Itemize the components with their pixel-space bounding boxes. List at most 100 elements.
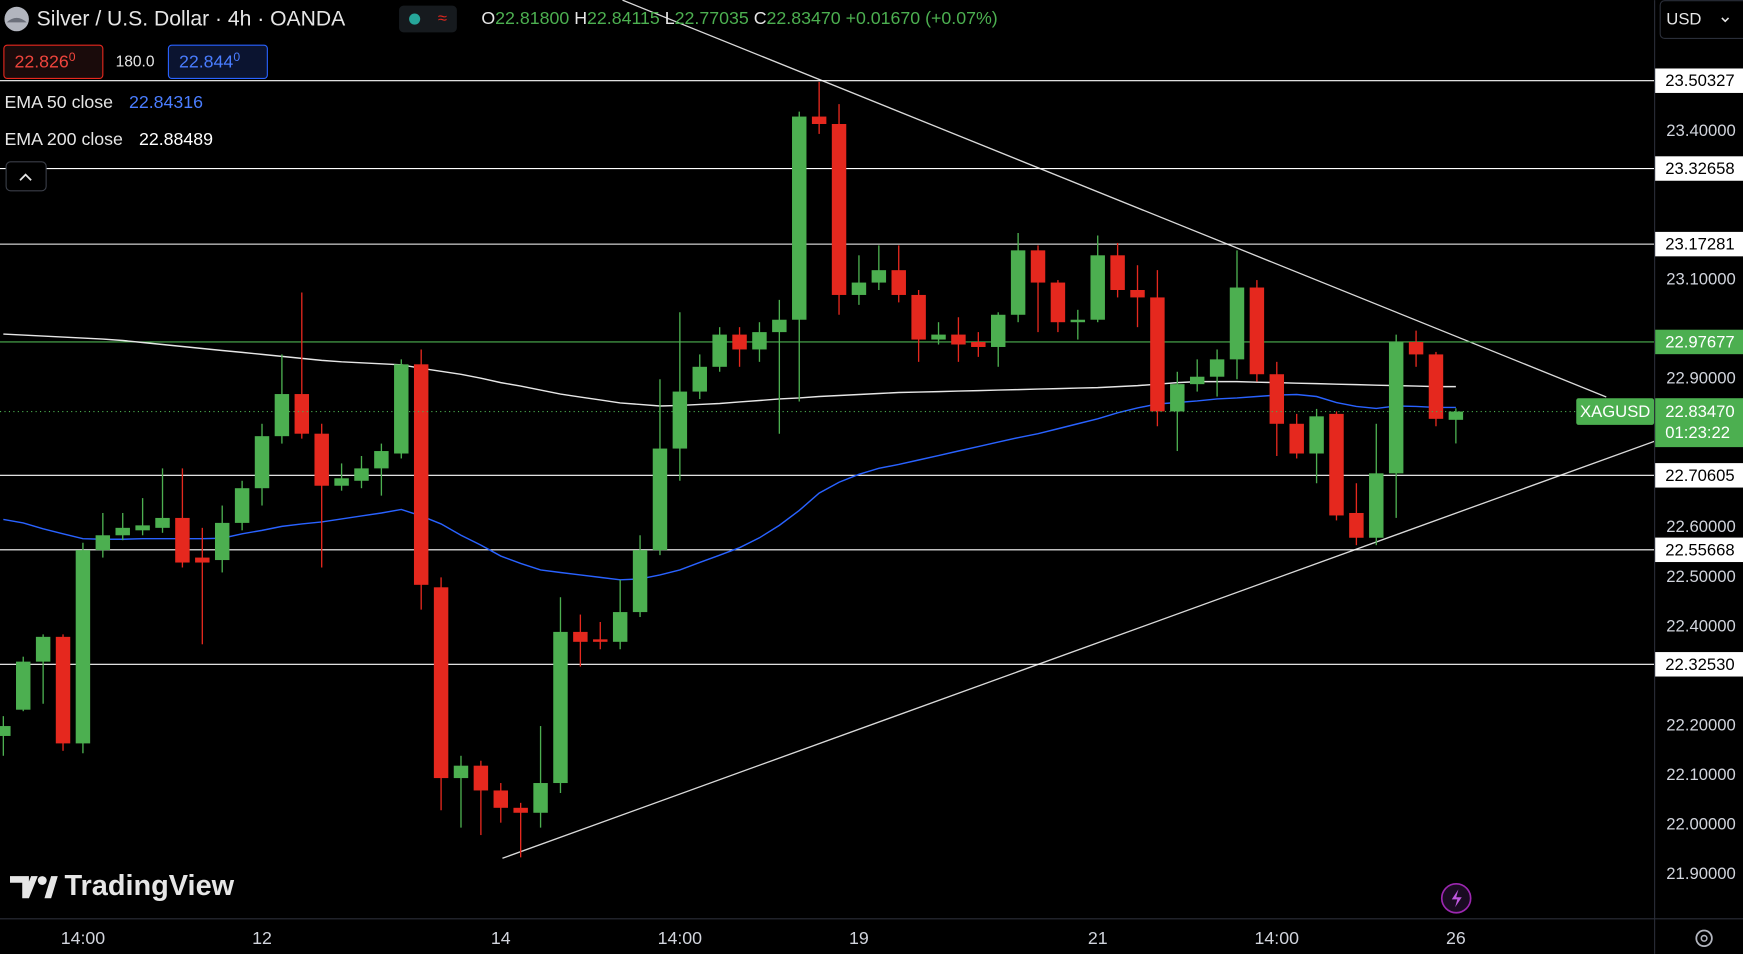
level-tag <box>1655 231 1743 257</box>
candle-body <box>175 517 190 563</box>
candle-body <box>891 270 906 295</box>
candle-body <box>1309 416 1324 454</box>
candle-body <box>772 319 787 333</box>
x-tick-label: 14:00 <box>1255 928 1300 948</box>
ohlc-key: L <box>665 8 675 28</box>
level-label: 22.32530 <box>1665 655 1734 674</box>
price-tag-label: 22.83470 <box>1665 402 1734 421</box>
candle-body <box>652 448 668 551</box>
y-tick-label: 21.90000 <box>1666 864 1735 883</box>
indicator-label[interactable]: EMA 200 close <box>4 129 123 149</box>
x-tick-label: 14 <box>491 928 511 948</box>
ohlc-change: +0.01670 (+0.07%) <box>846 8 998 28</box>
indicator-line <box>3 333 1456 407</box>
candle-body <box>1369 473 1384 538</box>
candle-body <box>692 366 707 392</box>
candle-body <box>1170 384 1185 412</box>
buy-price: 22.8440 <box>179 50 240 71</box>
candle-body <box>533 783 548 813</box>
candle-body <box>314 433 329 486</box>
candle-body <box>871 270 887 283</box>
ohlc: O22.81800 H22.84115 L22.77035 C22.83470 … <box>481 8 997 28</box>
candle-body <box>1050 282 1066 323</box>
level-tag <box>1655 68 1743 93</box>
symbol-title[interactable]: Silver / U.S. Dollar · 4h · OANDA <box>37 8 346 31</box>
y-tick-label: 22.00000 <box>1666 815 1735 834</box>
candle-body <box>1269 374 1285 424</box>
candle-body <box>35 636 51 662</box>
x-tick-label: 26 <box>1446 928 1466 948</box>
y-tick-label: 23.10000 <box>1666 269 1735 288</box>
candle-body <box>55 636 71 744</box>
ohlc-key: O <box>481 8 495 28</box>
logo-mark <box>44 876 58 899</box>
market-open-dot <box>409 13 421 25</box>
candle-body <box>971 342 986 347</box>
candle-body <box>374 451 389 469</box>
candle-body <box>75 550 91 744</box>
level-label: 22.70605 <box>1665 466 1734 485</box>
sell-price-pip: 0 <box>69 50 76 64</box>
candle-body <box>931 334 946 340</box>
candle-body <box>473 765 489 791</box>
candle-body <box>1428 354 1444 419</box>
candle-body <box>632 550 648 613</box>
candle-body <box>135 525 150 531</box>
y-tick-label: 22.10000 <box>1666 765 1735 784</box>
trendline <box>502 440 1655 859</box>
candle-body <box>493 790 509 808</box>
sell-button[interactable] <box>3 44 104 80</box>
settings-button[interactable] <box>1695 929 1713 947</box>
level-tag <box>1655 652 1743 677</box>
candle-body <box>593 639 608 642</box>
candle-body <box>612 612 628 642</box>
candle-body <box>911 294 926 340</box>
candle-body <box>195 557 210 563</box>
candle-body <box>1209 359 1225 377</box>
candle-body <box>573 631 588 642</box>
y-tick-label: 22.40000 <box>1666 616 1735 635</box>
candle-body <box>553 631 568 784</box>
candle-body <box>990 314 1006 347</box>
candle-body <box>792 116 807 320</box>
level-tag <box>1655 156 1743 181</box>
candle-body <box>433 587 449 779</box>
x-tick-label: 12 <box>252 928 272 948</box>
x-tick-label: 14:00 <box>61 928 106 948</box>
y-tick-label: 23.40000 <box>1666 121 1735 140</box>
symbol-tag <box>1576 398 1655 425</box>
y-tick-label: 22.60000 <box>1666 517 1735 536</box>
candle-body <box>214 522 230 561</box>
candle-body <box>294 394 310 434</box>
level-tag <box>1655 537 1743 563</box>
indicator-value: 22.84316 <box>129 92 203 112</box>
level-tag <box>1655 329 1743 355</box>
currency-select[interactable] <box>1659 0 1743 40</box>
candle-body <box>155 517 170 528</box>
candle-body <box>1448 411 1464 420</box>
symbol-icon-detail <box>6 17 27 23</box>
x-tick-label: 14:00 <box>658 928 703 948</box>
status-pill[interactable] <box>399 5 457 33</box>
settings-icon <box>1700 934 1708 942</box>
level-label: 22.97677 <box>1665 332 1734 351</box>
symbol-tag-label: XAGUSD <box>1580 402 1650 421</box>
candle-body <box>1090 255 1105 320</box>
level-label: 22.55668 <box>1665 540 1734 559</box>
candle-body <box>413 364 429 585</box>
y-tick-label: 22.20000 <box>1666 715 1735 734</box>
indicator-label[interactable]: EMA 50 close <box>4 92 113 112</box>
level-label: 23.50327 <box>1665 71 1734 90</box>
countdown-label: 01:23:22 <box>1665 423 1730 442</box>
candle-body <box>453 765 469 779</box>
logo: TradingView <box>10 870 235 902</box>
ohlc-key: H <box>574 8 587 28</box>
ohlc-value: 22.83470 <box>767 8 841 28</box>
logo-mark <box>10 876 38 899</box>
y-tick-label: 22.90000 <box>1666 369 1735 388</box>
buy-price-main: 22.844 <box>179 51 233 71</box>
level-label: 23.32658 <box>1665 159 1734 178</box>
buy-button[interactable] <box>167 44 268 80</box>
